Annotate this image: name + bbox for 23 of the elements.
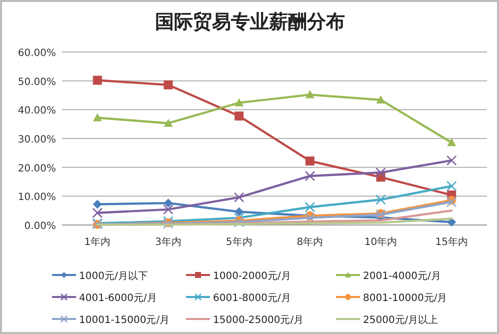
x-tick-label: 10年内	[364, 236, 398, 248]
y-tick-label: 0.00%	[24, 221, 56, 232]
x-tick-label: 8年内	[296, 236, 324, 248]
y-tick-label: 30.00%	[18, 134, 56, 146]
legend-label: 2001-4000元/月	[363, 271, 441, 282]
y-tick-label: 10.00%	[18, 192, 56, 204]
x-tick-label: 1年内	[84, 236, 111, 248]
y-tick-label: 60.00%	[18, 48, 56, 59]
legend-label: 25000元/月以上	[363, 314, 438, 326]
legend-label: 10001-15000元/月	[79, 315, 170, 326]
x-tick-label: 5年内	[226, 236, 252, 248]
x-tick-label: 3年内	[155, 236, 182, 248]
y-tick-label: 40.00%	[18, 106, 56, 117]
x-tick-label: 15年内	[435, 236, 468, 248]
legend-label: 1000元/月以下	[79, 270, 148, 282]
y-tick-label: 20.00%	[18, 163, 56, 174]
legend-label: 4001-6000元/月	[79, 293, 157, 304]
legend-label: 6001-8000元/月	[213, 293, 291, 304]
legend-label: 15000-25000元/月	[213, 315, 304, 326]
chart-title: 国际贸易专业薪酬分布	[155, 11, 345, 33]
legend-label: 8001-10000元/月	[363, 293, 448, 304]
legend-label: 1000-2000元/月	[213, 271, 291, 282]
y-tick-label: 50.00%	[18, 76, 56, 88]
